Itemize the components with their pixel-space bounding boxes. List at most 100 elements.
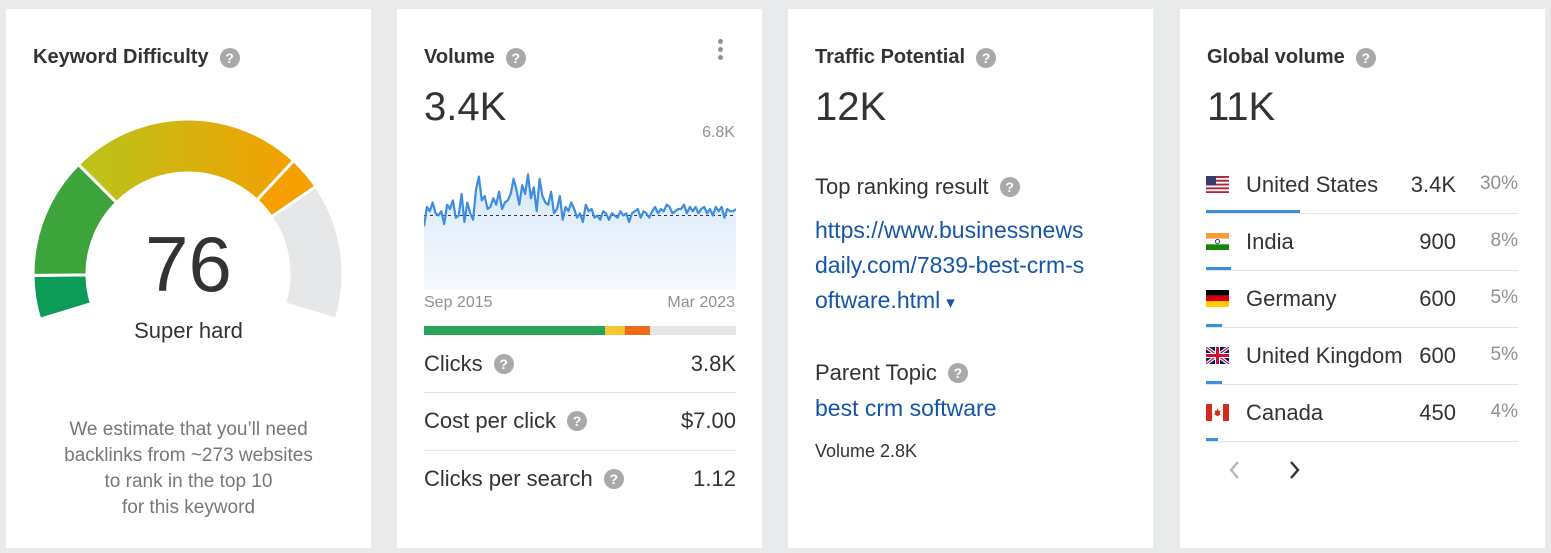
kd-estimate: We estimate that you’ll need backlinks f… [6, 417, 371, 521]
metric-row: Clicks? 3.8K [424, 335, 736, 392]
parent-topic-volume: Volume 2.8K [815, 441, 918, 461]
metric-label: Clicks [424, 350, 483, 376]
parent-topic-heading: Parent Topic ? [815, 360, 968, 386]
volume-title: Volume [424, 46, 495, 68]
serp-bar-segment [625, 326, 651, 335]
global-title: Global volume [1207, 46, 1345, 68]
divider [1206, 213, 1518, 214]
x-end-label: Mar 2023 [667, 294, 735, 311]
help-icon[interactable]: ? [947, 363, 968, 383]
share-bar [1206, 267, 1231, 270]
country-percent: 8% [1490, 230, 1518, 251]
more-options-icon[interactable] [716, 39, 724, 63]
ca-flag-icon [1206, 404, 1229, 421]
chevron-right-icon [1290, 461, 1300, 479]
metric-value: 3.8K [690, 350, 736, 376]
card-title: Volume ? [424, 46, 526, 69]
country-name: India [1246, 229, 1294, 254]
traffic-potential-card: Traffic Potential ? 12K Top ranking resu… [788, 9, 1153, 548]
volume-card: Volume ? 3.4K 6.8K Sep 2015 Mar 2023 Cli… [397, 9, 762, 548]
country-volume: 3.4K [1410, 172, 1456, 197]
divider [1206, 270, 1518, 271]
country-row-gb[interactable]: United Kingdom 600 5% [1206, 328, 1518, 385]
estimate-line: to rank in the top 10 [104, 471, 273, 492]
serp-features-bar [424, 326, 736, 335]
help-icon[interactable]: ? [999, 177, 1020, 197]
divider [424, 450, 736, 451]
parent-topic-link[interactable]: best crm software [815, 395, 997, 421]
dropdown-caret-icon[interactable]: ▾ [946, 293, 955, 312]
kd-title: Keyword Difficulty [33, 46, 209, 68]
country-percent: 5% [1490, 344, 1518, 365]
share-bar [1206, 210, 1300, 213]
help-icon[interactable]: ? [505, 47, 526, 68]
country-name: United Kingdom [1246, 343, 1403, 368]
gb-flag-icon [1206, 347, 1229, 364]
global-volume-card: Global volume ? 11K United States 3.4K 3… [1180, 9, 1545, 548]
country-percent: 4% [1490, 401, 1518, 422]
traffic-title: Traffic Potential [815, 46, 966, 68]
trend-area [424, 174, 736, 289]
next-page-button[interactable] [1284, 459, 1304, 489]
estimate-line: for this keyword [121, 497, 256, 518]
url-line: daily.com/7839-best-crm-s [815, 252, 1085, 278]
kd-rating: Super hard [134, 318, 243, 343]
kd-score: 76 [145, 220, 232, 308]
url-line: oftware.html [815, 287, 941, 313]
top-ranking-url[interactable]: https://www.businessnews daily.com/7839-… [815, 213, 1135, 320]
help-icon[interactable]: ? [567, 410, 588, 431]
divider [424, 392, 736, 393]
share-bar [1206, 438, 1218, 441]
card-title: Keyword Difficulty ? [33, 46, 240, 69]
metric-label: Clicks per search [424, 465, 593, 491]
metric-row: Cost per click? $7.00 [424, 392, 736, 449]
divider [1206, 384, 1518, 385]
card-title: Global volume ? [1207, 46, 1376, 69]
serp-bar-segment [424, 326, 605, 335]
chart-max-label: 6.8K [702, 124, 735, 141]
parent-topic-label: Parent Topic [815, 360, 937, 385]
country-percent: 5% [1490, 287, 1518, 308]
keyword-difficulty-card: Keyword Difficulty ? 76 Super hard We es… [6, 9, 371, 548]
country-row-us[interactable]: United States 3.4K 30% [1206, 157, 1518, 214]
global-value: 11K [1207, 85, 1276, 129]
help-icon[interactable]: ? [1355, 47, 1376, 68]
volume-trend-chart [424, 173, 736, 289]
country-row-de[interactable]: Germany 600 5% [1206, 271, 1518, 328]
share-bar [1206, 381, 1222, 384]
top-ranking-label: Top ranking result [815, 174, 989, 199]
url-line: https://www.businessnews [815, 217, 1084, 243]
difficulty-gauge [31, 119, 345, 322]
help-icon[interactable]: ? [603, 468, 624, 489]
metric-value: 1.12 [693, 465, 736, 491]
de-flag-icon [1206, 290, 1229, 307]
country-volume: 450 [1419, 400, 1456, 425]
country-percent: 30% [1479, 173, 1518, 194]
help-icon[interactable]: ? [976, 47, 997, 68]
chevron-left-icon [1229, 461, 1239, 479]
country-row-ca[interactable]: Canada 450 4% [1206, 385, 1518, 442]
trend-line [424, 173, 736, 227]
help-icon[interactable]: ? [219, 47, 240, 68]
metric-label: Cost per click [424, 407, 557, 433]
divider [1206, 441, 1518, 442]
us-flag-icon [1206, 176, 1229, 193]
help-icon[interactable]: ? [493, 353, 514, 374]
traffic-value: 12K [815, 85, 887, 129]
country-row-in[interactable]: India 900 8% [1206, 214, 1518, 271]
volume-value: 3.4K [424, 85, 507, 129]
serp-bar-segment [604, 326, 626, 335]
divider [1206, 327, 1518, 328]
estimate-line: backlinks from ~273 websites [64, 445, 313, 466]
x-start-label: Sep 2015 [424, 294, 493, 311]
prev-page-button[interactable] [1225, 459, 1245, 489]
gauge-segment [76, 119, 296, 205]
country-volume: 900 [1419, 229, 1456, 254]
serp-bar-segment [650, 326, 736, 335]
metric-row: Clicks per search? 1.12 [424, 450, 736, 507]
country-volume: 600 [1419, 343, 1456, 368]
card-title: Traffic Potential ? [815, 46, 997, 69]
country-name: Germany [1246, 286, 1337, 311]
top-ranking-heading: Top ranking result ? [815, 174, 1020, 200]
estimate-line: We estimate that you’ll need [69, 419, 308, 440]
